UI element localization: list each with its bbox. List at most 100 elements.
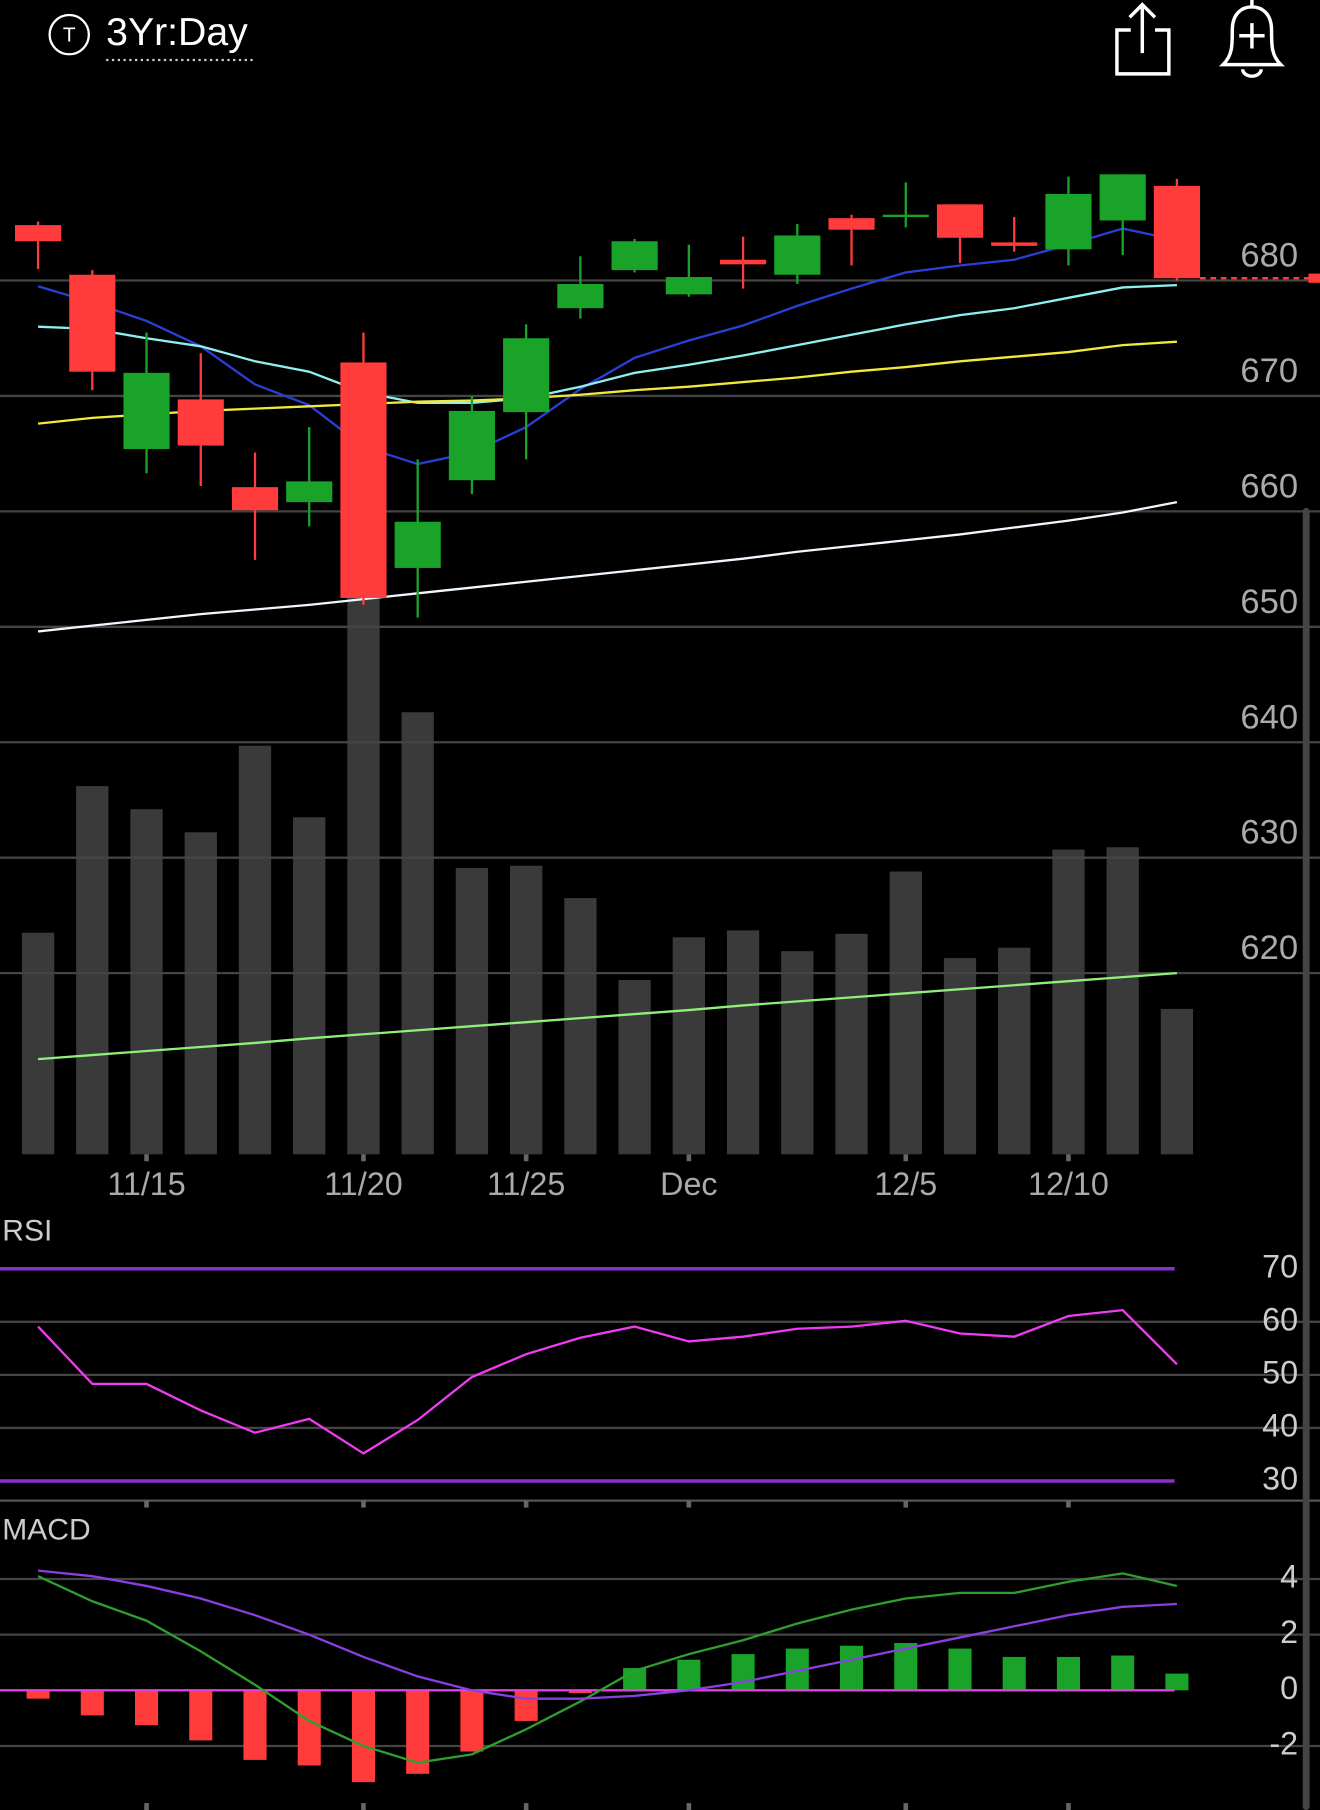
- y-tick-label: 680: [1240, 237, 1298, 275]
- candle-body: [828, 218, 875, 230]
- volume-bar: [835, 933, 868, 1155]
- y-tick-label: 670: [1240, 352, 1298, 390]
- last-price-marker: [1308, 273, 1320, 283]
- x-tick-label: 12/10: [1028, 1166, 1109, 1202]
- signal-line: [37, 1569, 1177, 1700]
- alert-button[interactable]: [1218, 0, 1285, 78]
- volume-bar: [401, 712, 434, 1155]
- candle-body: [557, 283, 604, 309]
- histogram-bar: [351, 1690, 375, 1783]
- timeframe-label: 3Yr:Day: [106, 10, 248, 54]
- candle-body: [1045, 193, 1092, 250]
- rsi-line: [37, 1308, 1178, 1455]
- histogram-bar: [297, 1690, 321, 1766]
- volume-bar: [347, 594, 380, 1155]
- share-arrow: [1128, 2, 1157, 54]
- histogram-bar: [677, 1659, 701, 1691]
- moving-average-line: [37, 227, 1178, 466]
- moving-average-line: [37, 501, 1178, 633]
- volume-bar: [21, 932, 55, 1155]
- candle-body: [231, 487, 279, 511]
- candle-body: [177, 399, 224, 446]
- histogram-bar: [80, 1690, 104, 1716]
- histogram-bar: [243, 1690, 267, 1760]
- histogram-bar: [406, 1690, 430, 1774]
- volume-bar: [184, 832, 217, 1155]
- macd-line: [37, 1572, 1178, 1764]
- volume-bar: [998, 947, 1031, 1155]
- histogram-bar: [840, 1645, 864, 1691]
- moving-average-line: [37, 340, 1177, 425]
- volume-bar: [564, 898, 597, 1155]
- histogram-bar: [1056, 1656, 1080, 1691]
- y-tick-label: 40: [1262, 1407, 1298, 1443]
- histogram-bar: [1002, 1656, 1026, 1691]
- y-tick-label: 0: [1280, 1670, 1298, 1706]
- volume-bar: [618, 980, 651, 1155]
- candle-body: [774, 235, 821, 275]
- candle-body: [15, 225, 62, 242]
- y-tick-label: 620: [1240, 929, 1298, 967]
- x-tick-label: 11/20: [324, 1166, 402, 1202]
- candle-body: [448, 410, 495, 481]
- volume-bar: [455, 868, 489, 1155]
- candle-body: [936, 204, 984, 238]
- share-box: [1115, 28, 1171, 76]
- histogram-bar: [189, 1690, 213, 1741]
- candle-body: [340, 362, 387, 598]
- candle-body: [1099, 174, 1146, 221]
- candle-body: [611, 241, 658, 271]
- volume-bar: [293, 817, 326, 1155]
- volume-bar: [672, 937, 705, 1155]
- histogram-bar: [514, 1690, 538, 1721]
- y-tick-label: 660: [1240, 467, 1298, 505]
- volume-bar: [889, 871, 922, 1155]
- histogram-bar: [785, 1648, 809, 1691]
- candle-body: [991, 242, 1038, 246]
- histogram-bar: [731, 1654, 755, 1691]
- timeframe-button[interactable]: T 3Yr:Day: [48, 10, 257, 62]
- candle-body: [503, 338, 550, 413]
- histogram-bar: [1165, 1673, 1189, 1691]
- candle-body: [720, 259, 767, 265]
- y-tick-label: 30: [1262, 1461, 1298, 1497]
- histogram-bar: [460, 1690, 484, 1752]
- y-tick-label: -2: [1269, 1726, 1298, 1762]
- y-tick-label: 630: [1240, 814, 1298, 852]
- bell: [1218, 5, 1285, 67]
- x-tick-label: 11/25: [487, 1166, 565, 1202]
- y-tick-label: 60: [1262, 1301, 1298, 1337]
- y-tick-label: 2: [1280, 1614, 1298, 1650]
- bell-plus: [1239, 0, 1265, 78]
- volume-bar: [1160, 1008, 1194, 1155]
- y-tick-label: 4: [1280, 1559, 1298, 1595]
- candle-body: [123, 372, 170, 450]
- x-tick-label: 11/15: [107, 1166, 185, 1202]
- histogram-bar: [948, 1648, 972, 1691]
- volume-bar: [76, 786, 109, 1155]
- histogram-bar: [135, 1690, 159, 1726]
- ticker-icon-label: T: [63, 23, 76, 46]
- y-tick-label: 70: [1262, 1248, 1298, 1284]
- y-tick-label: 50: [1262, 1354, 1298, 1390]
- y-tick-label: 650: [1240, 583, 1298, 621]
- candle-body: [286, 481, 333, 503]
- scrollbar[interactable]: [1302, 507, 1310, 1810]
- histogram-bar: [568, 1690, 592, 1694]
- candle-body: [69, 274, 116, 372]
- panel-title: MACD: [2, 1514, 90, 1547]
- share-button[interactable]: [1115, 2, 1171, 76]
- volume-average-line: [37, 971, 1178, 1061]
- ticker-icon: [48, 13, 90, 56]
- candle-body: [665, 277, 712, 295]
- volume-bar: [781, 951, 814, 1155]
- y-tick-label: 640: [1240, 698, 1298, 736]
- candle-body: [882, 214, 929, 218]
- x-tick-label: 12/5: [874, 1166, 937, 1202]
- x-tick-label: Dec: [660, 1166, 717, 1202]
- volume-bar: [726, 930, 760, 1155]
- moving-average-line: [38, 283, 1177, 405]
- histogram-bar: [26, 1690, 50, 1699]
